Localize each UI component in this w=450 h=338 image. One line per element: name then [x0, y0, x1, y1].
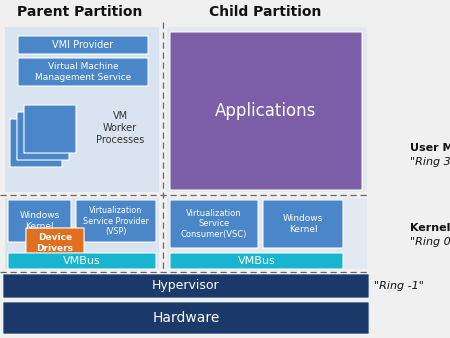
Bar	[5, 198, 159, 269]
Text: Virtual Machine
Management Service: Virtual Machine Management Service	[35, 62, 131, 82]
FancyBboxPatch shape	[17, 112, 69, 160]
Text: "Ring -1": "Ring -1"	[374, 281, 424, 291]
FancyBboxPatch shape	[170, 200, 258, 248]
Bar	[167, 27, 367, 192]
Text: Windows
Kernel: Windows Kernel	[19, 211, 59, 231]
Text: VMBus: VMBus	[238, 256, 275, 266]
Text: "Ring 0": "Ring 0"	[410, 237, 450, 247]
Text: VMI Provider: VMI Provider	[52, 40, 113, 50]
FancyBboxPatch shape	[26, 228, 84, 258]
Text: Kernel Mode: Kernel Mode	[410, 223, 450, 233]
Text: Windows
Kernel: Windows Kernel	[283, 214, 323, 234]
FancyBboxPatch shape	[18, 36, 148, 54]
Text: Applications: Applications	[215, 102, 317, 120]
Text: "Ring 3": "Ring 3"	[410, 157, 450, 167]
Text: Hypervisor: Hypervisor	[152, 280, 220, 292]
Text: VM
Worker
Processes: VM Worker Processes	[96, 112, 144, 145]
Text: Parent Partition: Parent Partition	[17, 5, 143, 19]
FancyBboxPatch shape	[170, 32, 362, 190]
FancyBboxPatch shape	[76, 200, 156, 242]
FancyBboxPatch shape	[8, 253, 156, 269]
FancyBboxPatch shape	[3, 274, 369, 298]
FancyBboxPatch shape	[24, 105, 76, 153]
Text: Child Partition: Child Partition	[209, 5, 321, 19]
FancyBboxPatch shape	[10, 119, 62, 167]
Text: Hardware: Hardware	[152, 311, 220, 325]
FancyBboxPatch shape	[8, 200, 71, 242]
FancyBboxPatch shape	[3, 302, 369, 334]
Bar	[5, 27, 159, 192]
Bar	[167, 198, 367, 269]
FancyBboxPatch shape	[170, 253, 343, 269]
Text: VMBus: VMBus	[63, 256, 101, 266]
FancyBboxPatch shape	[18, 58, 148, 86]
Text: Virtualization
Service Provider
(VSP): Virtualization Service Provider (VSP)	[83, 206, 149, 236]
Text: Virtualization
Service
Consumer(VSC): Virtualization Service Consumer(VSC)	[181, 209, 247, 239]
FancyBboxPatch shape	[263, 200, 343, 248]
Text: User Mode: User Mode	[410, 143, 450, 153]
Text: Device
Drivers: Device Drivers	[36, 233, 73, 253]
